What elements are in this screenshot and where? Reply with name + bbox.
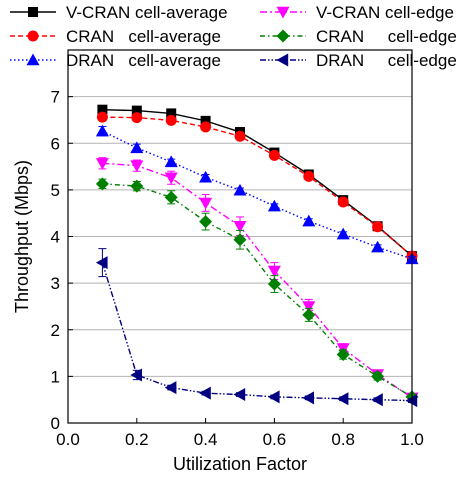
legend-marker <box>276 29 290 43</box>
data-point <box>131 105 142 116</box>
data-point <box>97 104 108 115</box>
legend-entry: DRAN cell-average <box>10 51 221 70</box>
data-point <box>233 183 247 196</box>
series-line <box>102 116 413 257</box>
legend-marker <box>276 53 289 67</box>
data-point <box>164 172 178 185</box>
data-point <box>337 196 349 208</box>
data-point <box>233 221 247 233</box>
data-point <box>371 393 383 407</box>
data-point <box>95 158 109 170</box>
y-tick-label: 2 <box>51 321 60 340</box>
x-tick-label: 0.2 <box>125 430 149 449</box>
data-point <box>268 149 280 161</box>
data-point <box>130 160 144 173</box>
data-point <box>233 388 246 402</box>
gridlines <box>68 96 412 377</box>
legend-entry: V-CRAN cell-edge <box>260 3 454 22</box>
legend-label: DRAN cell-edge <box>316 51 457 70</box>
x-tick-label: 0.8 <box>331 430 355 449</box>
series-line <box>102 183 413 398</box>
series-layer <box>95 104 419 408</box>
data-point <box>164 190 178 204</box>
data-point <box>302 308 316 322</box>
data-point <box>200 115 211 126</box>
legend-label: DRAN cell-average <box>66 51 221 70</box>
data-point <box>95 256 108 270</box>
x-tick-label: 0.0 <box>56 430 80 449</box>
data-point <box>336 347 350 361</box>
y-tick-label: 5 <box>51 181 60 200</box>
data-point <box>302 391 314 405</box>
data-point <box>371 369 385 383</box>
data-point <box>371 240 385 253</box>
data-point <box>336 392 349 406</box>
x-tick-label: 0.4 <box>194 430 218 449</box>
series <box>96 111 418 262</box>
x-tick-label: 0.6 <box>263 430 287 449</box>
data-point <box>130 141 144 154</box>
y-tick-label: 4 <box>51 228 60 247</box>
series <box>95 177 419 404</box>
legend-marker <box>276 6 290 19</box>
x-tick-label: 1.0 <box>400 430 424 449</box>
legend-entry: CRAN cell-edge <box>260 27 457 46</box>
data-point <box>166 108 177 119</box>
data-point <box>234 130 246 142</box>
data-point <box>95 124 109 137</box>
series <box>95 124 419 265</box>
data-point <box>267 390 280 404</box>
legend-label: CRAN cell-edge <box>316 27 457 46</box>
legend-label: CRAN cell-average <box>66 27 221 46</box>
y-tick-label: 7 <box>51 88 60 107</box>
series-line <box>102 130 413 260</box>
data-point <box>302 301 316 313</box>
data-point <box>199 197 213 210</box>
data-point <box>199 170 213 183</box>
axes: 0 1 2 3 4 5 6 7 0.0 0.2 0.4 0.6 0.8 1.0 <box>51 49 424 449</box>
y-tick-label: 3 <box>51 274 60 293</box>
data-point <box>267 199 281 212</box>
data-point <box>199 386 211 400</box>
series-line <box>101 262 413 402</box>
data-point <box>336 227 350 240</box>
y-tick-label: 0 <box>51 414 60 433</box>
legend-label: V-CRAN cell-edge <box>316 3 454 22</box>
legend: V-CRAN cell-average V-CRAN cell-edge CRAN … <box>10 3 457 70</box>
legend-marker <box>26 53 40 66</box>
data-point <box>303 170 315 182</box>
data-point <box>164 381 177 395</box>
legend-label: V-CRAN cell-average <box>66 3 228 22</box>
x-axis-title: Utilization Factor <box>173 454 307 474</box>
data-point <box>130 368 142 382</box>
data-point <box>267 265 281 278</box>
data-point <box>131 112 143 124</box>
y-tick-label: 6 <box>51 134 60 153</box>
legend-marker <box>28 7 38 17</box>
data-point <box>95 177 109 191</box>
data-point <box>405 394 418 408</box>
data-point <box>233 233 247 247</box>
legend-entry: V-CRAN cell-average <box>10 3 228 22</box>
legend-entry: DRAN cell-edge <box>260 51 457 70</box>
data-point <box>165 114 177 126</box>
data-point <box>96 111 108 123</box>
data-point <box>130 179 144 193</box>
y-axis-title: Throughput (Mbps) <box>12 160 32 313</box>
data-point <box>164 155 178 168</box>
legend-marker <box>27 30 39 42</box>
data-point <box>267 277 281 291</box>
data-point <box>200 121 212 133</box>
data-point <box>372 221 384 233</box>
series-line <box>102 162 413 399</box>
series-line <box>102 108 413 257</box>
data-point <box>199 215 213 229</box>
y-tick-label: 1 <box>51 367 60 386</box>
legend-entry: CRAN cell-average <box>10 27 221 46</box>
data-point <box>302 214 316 227</box>
